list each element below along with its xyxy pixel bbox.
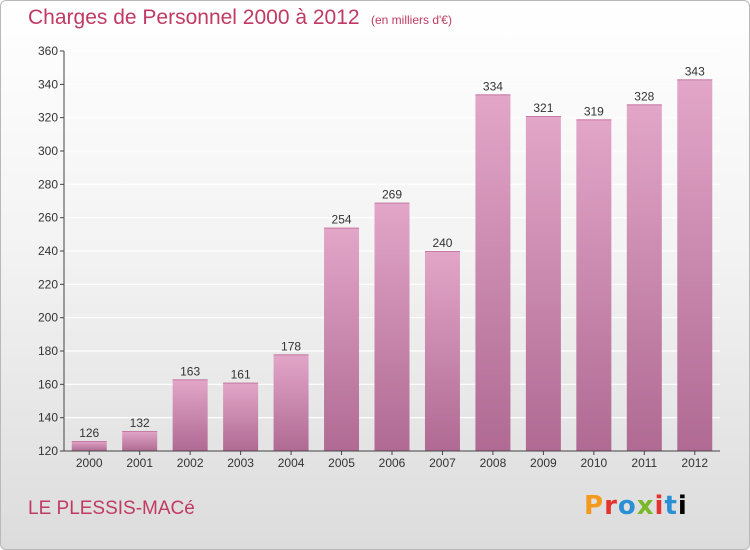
x-tick-label: 2000 <box>76 456 103 470</box>
data-label: 328 <box>634 89 654 103</box>
y-tick-label: 280 <box>38 177 58 191</box>
x-tick-label: 2012 <box>681 456 708 470</box>
bar <box>475 94 511 451</box>
x-tick-label: 2004 <box>278 456 305 470</box>
bars-group <box>71 79 713 451</box>
y-tick-label: 240 <box>38 244 58 258</box>
y-tick-label: 160 <box>38 377 58 391</box>
y-tick-label: 340 <box>38 77 58 91</box>
data-label: 240 <box>432 236 452 250</box>
data-label: 163 <box>180 364 200 378</box>
x-tick-label: 2005 <box>328 456 355 470</box>
axes-group: 120 140 160 180 200 220 240 260 280 300 320 340 360 2… <box>38 44 720 470</box>
logo-letter: o <box>617 491 637 521</box>
y-tick-label: 140 <box>38 411 58 425</box>
data-label: 254 <box>332 213 352 227</box>
logo-letter: i <box>654 491 665 521</box>
bar <box>122 431 158 451</box>
x-tick-label: 2001 <box>126 456 153 470</box>
y-tick-label: 320 <box>38 111 58 125</box>
bar <box>223 382 259 451</box>
x-tick-label: 2003 <box>227 456 254 470</box>
bar <box>71 441 107 451</box>
logo-letter: i <box>677 491 688 521</box>
logo-letter: t <box>664 491 678 521</box>
data-labels-group: 126 132 163 161 178 254 269 240 334 321 319 328 343 <box>79 64 705 440</box>
bar <box>626 104 662 451</box>
chart-title: Charges de Personnel 2000 à 2012 <box>28 6 360 29</box>
y-tick-label: 180 <box>38 344 58 358</box>
y-tick-label: 120 <box>38 444 58 458</box>
y-tick-label: 220 <box>38 277 58 291</box>
bar <box>273 354 309 451</box>
bar <box>424 251 460 451</box>
proxiti-logo: Proxiti <box>584 491 688 521</box>
town-name: LE PLESSIS-MACé <box>28 498 195 519</box>
data-label: 178 <box>281 339 301 353</box>
x-tick-label: 2008 <box>480 456 507 470</box>
bar <box>576 119 612 451</box>
y-tick-label: 260 <box>38 211 58 225</box>
bar <box>172 379 208 451</box>
x-tick-label: 2011 <box>631 456 657 470</box>
y-tick-label: 200 <box>38 311 58 325</box>
data-label: 334 <box>483 79 503 93</box>
data-label: 343 <box>685 64 705 78</box>
data-label: 269 <box>382 188 402 202</box>
bar <box>374 202 410 451</box>
x-tick-label: 2006 <box>379 456 406 470</box>
data-label: 132 <box>130 416 150 430</box>
bar <box>677 79 713 451</box>
x-tick-label: 2009 <box>530 456 557 470</box>
data-label: 161 <box>231 368 251 382</box>
y-tick-label: 360 <box>38 44 58 58</box>
logo-letter: r <box>604 491 618 521</box>
x-tick-label: 2010 <box>580 456 607 470</box>
data-label: 319 <box>584 104 604 118</box>
data-label: 321 <box>533 101 553 115</box>
logo-letter: x <box>636 491 655 521</box>
x-tick-label: 2007 <box>429 456 456 470</box>
logo-letter: P <box>584 491 605 521</box>
data-label: 126 <box>79 426 99 440</box>
bar <box>525 116 561 451</box>
bar <box>324 227 360 451</box>
x-tick-label: 2002 <box>177 456 204 470</box>
y-tick-label: 300 <box>38 144 58 158</box>
chart-subtitle: (en milliers d'€) <box>371 13 452 27</box>
